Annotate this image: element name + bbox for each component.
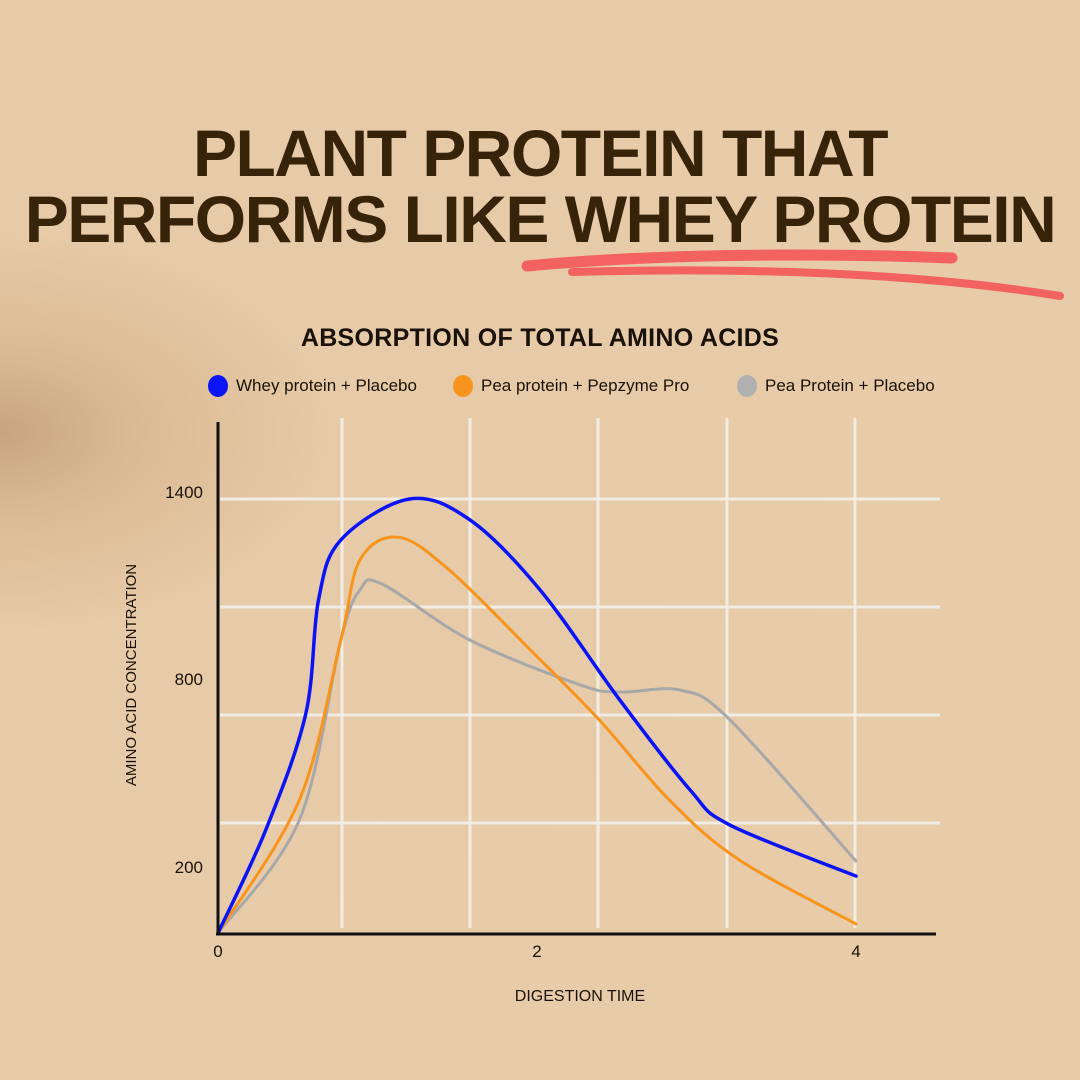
legend-label: Whey protein + Placebo: [236, 376, 417, 395]
x-axis-label: DIGESTION TIME: [515, 988, 645, 1005]
legend-label: Pea protein + Pepzyme Pro: [481, 376, 690, 395]
legend-label: Pea Protein + Placebo: [765, 376, 935, 395]
legend-item-pea-pepzyme: Pea protein + Pepzyme Pro: [453, 375, 689, 397]
legend-item-pea-placebo: Pea Protein + Placebo: [737, 375, 935, 397]
y-axis-label: AMINO ACID CONCENTRATION: [123, 564, 140, 786]
headline-line-1: PLANT PROTEIN THAT: [192, 116, 889, 190]
y-tick-label: 200: [175, 858, 203, 877]
x-tick-label: 2: [532, 942, 541, 961]
series-line-whey-protein-placebo: [216, 496, 858, 935]
chart-title: ABSORPTION OF TOTAL AMINO ACIDS: [300, 324, 780, 352]
legend-swatch: [208, 375, 228, 397]
series-line-pea-protein-placebo: [216, 578, 858, 935]
series-line-pea-protein-pepzyme-pro: [216, 535, 858, 935]
legend-item-whey: Whey protein + Placebo: [208, 375, 417, 397]
x-tick-label: 4: [851, 942, 860, 961]
headline-line-2: PERFORMS LIKE WHEY PROTEIN: [24, 182, 1057, 256]
grid: [220, 418, 940, 928]
legend-swatch: [453, 375, 473, 397]
headline-underline: [521, 249, 1064, 300]
series-lines: [216, 496, 858, 935]
legend-swatch: [737, 375, 757, 397]
y-tick-label: 800: [175, 670, 203, 689]
y-tick-label: 1400: [165, 483, 203, 502]
x-tick-label: 0: [213, 942, 222, 961]
